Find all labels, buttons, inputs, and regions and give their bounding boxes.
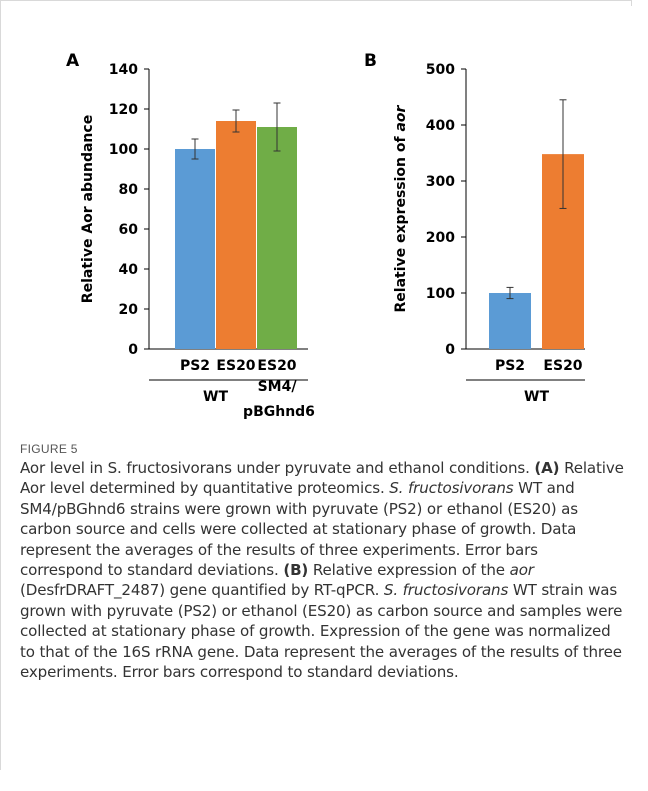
y-tick-label: 140 [109, 62, 138, 78]
y-tick-label: 500 [426, 62, 455, 78]
category-label: PS2 [495, 358, 525, 374]
group-label-line2: pBGhnd6 [243, 404, 315, 420]
y-tick-label: 0 [445, 342, 455, 358]
caption-b-label: (B) [283, 561, 309, 580]
panel-label: A [66, 51, 80, 71]
caption-a-species: S. fructosivorans [389, 479, 514, 498]
y-tick-label: 60 [119, 222, 139, 238]
caption-a-text-2: WT and SM4/pBGhnd6 strains were grown wi… [20, 479, 578, 580]
group-label: WT [203, 389, 228, 405]
category-label: PS2 [180, 358, 210, 374]
caption-a-text-1: Relative Aor level determined by quantit… [20, 459, 624, 498]
panel-a-chart: A 0 20 40 60 80 100 120 140 Relative Aor abundanc… [66, 51, 315, 420]
figure-caption: Aor level in S. fructosivorans under pyr… [20, 458, 624, 682]
y-axis-label: Relative Aor abundance [80, 115, 96, 303]
y-axis-label-text: Relative Aor abundance [80, 115, 96, 303]
y-tick-label: 80 [119, 182, 139, 198]
figure-label: FIGURE 5 [20, 442, 78, 456]
y-tick-label: 100 [109, 142, 138, 158]
bar-ps2 [489, 293, 531, 349]
category-label: ES20 [216, 358, 255, 374]
caption-b-text-2: (DesfrDRAFT_2487) gene quantified by RT-… [20, 581, 384, 600]
caption-b-text-1: Relative expression of the [308, 561, 510, 580]
caption-b-species: S. fructosivorans [383, 581, 509, 600]
category-label: ES20 [543, 358, 582, 374]
y-tick-label: 100 [426, 286, 455, 302]
y-tick-label: 20 [119, 302, 139, 318]
y-axis-label: Relative expression of aor [393, 104, 409, 312]
frame-border-right [631, 0, 632, 6]
y-tick-label: 400 [426, 118, 455, 134]
frame-border-top [0, 0, 632, 1]
panel-label: B [364, 51, 377, 71]
frame-border-left [0, 0, 1, 770]
caption-b-gene: aor [509, 561, 534, 580]
caption-a-label: (A) [534, 459, 560, 477]
bar-es20 [257, 127, 297, 349]
category-label: ES20 [257, 358, 296, 374]
caption-b-text-3: WT strain was grown with pyruvate (PS2) … [20, 581, 623, 682]
y-tick-label: 40 [119, 262, 139, 278]
y-tick-label: 0 [128, 342, 138, 358]
y-tick-label: 120 [109, 102, 138, 118]
y-tick-label: 300 [426, 174, 455, 190]
caption-title: Aor level in S. fructosivorans under pyr… [20, 459, 530, 477]
y-tick-label: 200 [426, 230, 455, 246]
bar-ps2 [175, 149, 215, 349]
panel-b-chart: B 0 100 200 300 400 500 Relative expression of … [364, 51, 585, 405]
bar-es20 [216, 121, 256, 349]
group-label: SM4/ [258, 379, 298, 395]
y-axis-label-text: Relative expression of [393, 132, 409, 313]
y-axis-label-italic: aor [393, 104, 409, 131]
figure-5-charts: A 0 20 40 60 80 100 120 140 Relative Aor abundanc… [66, 51, 585, 420]
group-label: WT [524, 389, 549, 405]
